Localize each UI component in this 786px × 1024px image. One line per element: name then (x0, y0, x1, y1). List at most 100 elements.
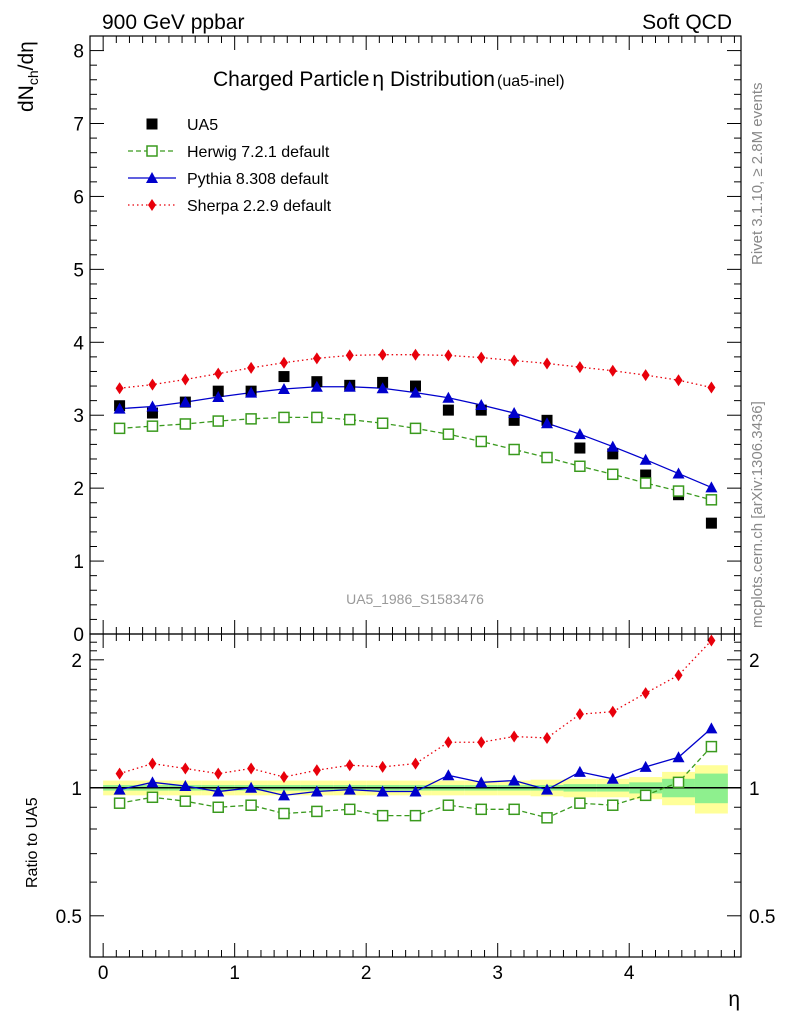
sherpa-2-2-9-default-point (181, 373, 190, 386)
legend-marker-pythia-8-308-default (146, 172, 158, 183)
y-tick-label: 7 (73, 115, 84, 136)
header-right: Soft QCD (642, 11, 732, 34)
sherpa-2-2-9-default-point (641, 369, 650, 382)
pythia-8-308-default-ratio-point (146, 776, 159, 788)
y-tick-label: 5 (73, 260, 84, 281)
chart-title: Charged Particle η Distribution (ua5-inel) (213, 68, 565, 91)
herwig-7-2-1-default-ratio-point (212, 801, 224, 814)
pythia-8-308-default-point (705, 481, 718, 493)
ua5-point (640, 469, 652, 481)
pythia-8-308-default-point (277, 382, 290, 394)
pythia-8-308-default-point (475, 399, 488, 411)
header-left: 900 GeV ppbar (102, 11, 244, 34)
y-axis-label: dNch/dη (15, 41, 41, 112)
ratio-plot-frame (89, 633, 742, 958)
herwig-7-2-1-default-ratio-point (541, 812, 553, 824)
pythia-8-308-default-ratio-point (113, 783, 126, 795)
pythia-8-308-default-line (119, 386, 712, 489)
sherpa-2-2-9-default-point (444, 349, 453, 362)
herwig-7-2-1-default-point (442, 428, 455, 440)
pythia-8-308-default-point (541, 417, 554, 429)
pythia-8-308-default-ratio-point (376, 785, 389, 797)
ratio-tick-label-right: 1 (749, 779, 760, 800)
x-tick-label: 0 (98, 963, 109, 984)
y-tick-label: 8 (73, 42, 84, 63)
pythia-8-308-default-point (212, 390, 225, 402)
herwig-7-2-1-default-point (607, 468, 619, 481)
y-tick-label: 0 (73, 625, 84, 646)
sherpa-2-2-9-default-ratio-point (641, 687, 650, 700)
main-series-markers (113, 348, 718, 529)
y-tick-label: 6 (73, 187, 84, 208)
sherpa-2-2-9-default-ratio-point (378, 760, 387, 773)
sherpa-2-2-9-default-point (247, 361, 256, 374)
y-tick-label: 3 (73, 406, 84, 427)
ratio-series-markers (113, 634, 718, 824)
y-tick-label: 1 (73, 552, 84, 573)
sherpa-2-2-9-default-point (543, 357, 552, 370)
ratio-tick-label: 0.5 (56, 907, 82, 928)
pythia-8-308-default-ratio-point (705, 722, 718, 734)
pythia-8-308-default-ratio-point (606, 772, 619, 784)
herwig-7-2-1-default-ratio-point (376, 809, 389, 822)
ua5-point (410, 380, 421, 392)
pythia-8-308-default-ratio-point (212, 785, 225, 797)
sherpa-2-2-9-default-ratio-point (312, 764, 321, 777)
sherpa-2-2-9-default-point (148, 378, 157, 391)
herwig-7-2-1-default-ratio-point (607, 799, 619, 811)
ua5-point (705, 517, 717, 529)
legend: UA5 Herwig 7.2.1 default Pythia 8.308 defa… (128, 117, 332, 215)
herwig-7-2-1-default-point (212, 415, 224, 427)
legend-marker-sherpa-2-2-9-default (148, 199, 156, 211)
pythia-8-308-default-point (245, 386, 258, 398)
legend-marker-herwig-7-2-1-default (146, 145, 158, 157)
pythia-8-308-default-ratio-point (310, 785, 323, 797)
sherpa-2-2-9-default-ratio-point (214, 767, 223, 780)
sherpa-2-2-9-default-ratio-point (543, 731, 552, 744)
sherpa-2-2-9-default-ratio-point (608, 705, 617, 718)
herwig-7-2-1-default-point (278, 411, 290, 424)
herwig-7-2-1-default-point (475, 435, 488, 448)
herwig-7-2-1-default-ratio-point (179, 795, 192, 807)
ratio-tick-label-right: 2 (749, 651, 760, 672)
pythia-8-308-default-point (639, 453, 652, 465)
sherpa-2-2-9-default-point (279, 356, 288, 369)
herwig-7-2-1-default-ratio-point (639, 789, 652, 802)
y-tick-label: 4 (73, 333, 84, 354)
rivet-label: Rivet 3.1.10, ≥ 2.8M events (749, 83, 766, 266)
pythia-8-308-default-ratio-point (573, 765, 586, 777)
sherpa-2-2-9-default-ratio-point (181, 762, 190, 775)
herwig-7-2-1-default-ratio-point (278, 807, 290, 820)
herwig-7-2-1-default-point (179, 418, 192, 430)
pythia-8-308-default-ratio-point (245, 781, 258, 793)
ratio-y-axis-label: Ratio to UA5 (24, 797, 41, 888)
sherpa-2-2-9-default-ratio-point (575, 708, 584, 721)
pythia-8-308-default-point (376, 382, 389, 394)
legend-label-herwig-7-2-1-default: Herwig 7.2.1 default (187, 144, 330, 161)
ua5-point (607, 448, 619, 460)
pythia-8-308-default-point (113, 402, 126, 414)
herwig-7-2-1-default-point (376, 417, 389, 429)
sherpa-2-2-9-default-ratio-line (119, 640, 712, 778)
x-axis-label: η (728, 988, 740, 1011)
ua5-point (574, 442, 586, 454)
sherpa-2-2-9-default-point (345, 349, 354, 362)
pythia-8-308-default-point (146, 400, 159, 412)
herwig-7-2-1-default-point (311, 411, 323, 424)
herwig-7-2-1-default-ratio-point (475, 803, 488, 816)
ua5-point (442, 404, 454, 416)
herwig-7-2-1-default-ratio-point (311, 805, 323, 818)
herwig-7-2-1-default-point (146, 420, 159, 432)
herwig-7-2-1-default-point (343, 413, 356, 426)
herwig-7-2-1-default-point (508, 443, 520, 456)
sherpa-2-2-9-default-ratio-point (279, 771, 288, 784)
herwig-7-2-1-default-point (705, 494, 718, 506)
herwig-7-2-1-default-point (409, 422, 422, 435)
sherpa-2-2-9-default-ratio-point (477, 736, 486, 749)
pythia-8-308-default-point (573, 428, 586, 440)
sherpa-2-2-9-default-point (707, 381, 716, 394)
herwig-7-2-1-default-point (113, 422, 126, 435)
herwig-7-2-1-default-ratio-point (409, 809, 422, 822)
sherpa-2-2-9-default-point (608, 364, 617, 377)
herwig-7-2-1-default-ratio-point (574, 797, 586, 809)
